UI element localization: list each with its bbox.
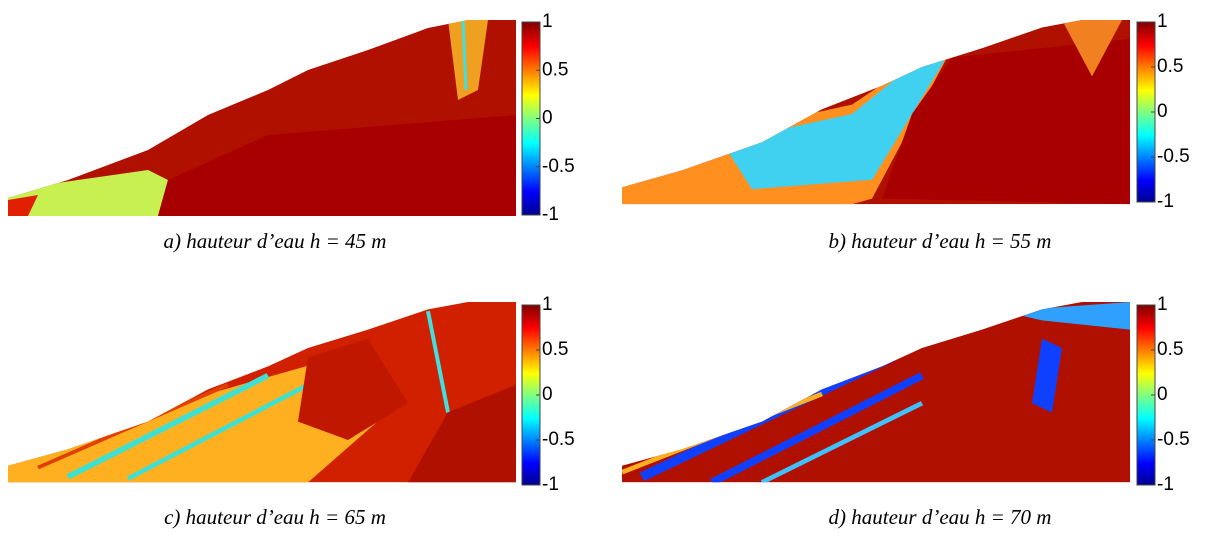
tick-label: 0.5 — [1157, 339, 1183, 360]
tick-label: -0.5 — [1157, 146, 1190, 167]
panel-image — [622, 302, 1130, 482]
caption: d) hauteur d’eau h = 70 m — [829, 505, 1052, 529]
tick-label: 1 — [542, 11, 553, 32]
panel-image — [8, 302, 516, 482]
tick-label: -1 — [1157, 191, 1174, 212]
panel-image — [622, 20, 1130, 204]
panel-image — [8, 20, 516, 216]
tick-label: 0 — [1157, 384, 1168, 405]
tick-label: 0 — [1157, 101, 1168, 122]
tick-label: 0 — [542, 384, 553, 405]
tick-label: 1 — [1157, 11, 1168, 32]
tick-label: -0.5 — [1157, 429, 1190, 450]
tick-label: 0.5 — [542, 339, 568, 360]
tick-label: 0 — [542, 108, 553, 129]
tick-label: 0.5 — [542, 59, 568, 80]
tick-label: -0.5 — [542, 429, 575, 450]
tick-label: 0.5 — [1157, 56, 1183, 77]
figure: a) hauteur d’eau h = 45 m -1 -0.5 0 0.5 1 b) h… — [0, 0, 1208, 544]
caption: b) hauteur d’eau h = 55 m — [829, 229, 1052, 253]
tick-label: -1 — [542, 474, 559, 495]
tick-label: 1 — [542, 294, 553, 315]
tick-label: -0.5 — [542, 156, 575, 177]
tick-label: -1 — [1157, 474, 1174, 495]
caption: c) hauteur d’eau h = 65 m — [164, 505, 386, 529]
tick-label: -1 — [542, 204, 559, 225]
caption: a) hauteur d’eau h = 45 m — [164, 229, 387, 253]
tick-label: 1 — [1157, 294, 1168, 315]
